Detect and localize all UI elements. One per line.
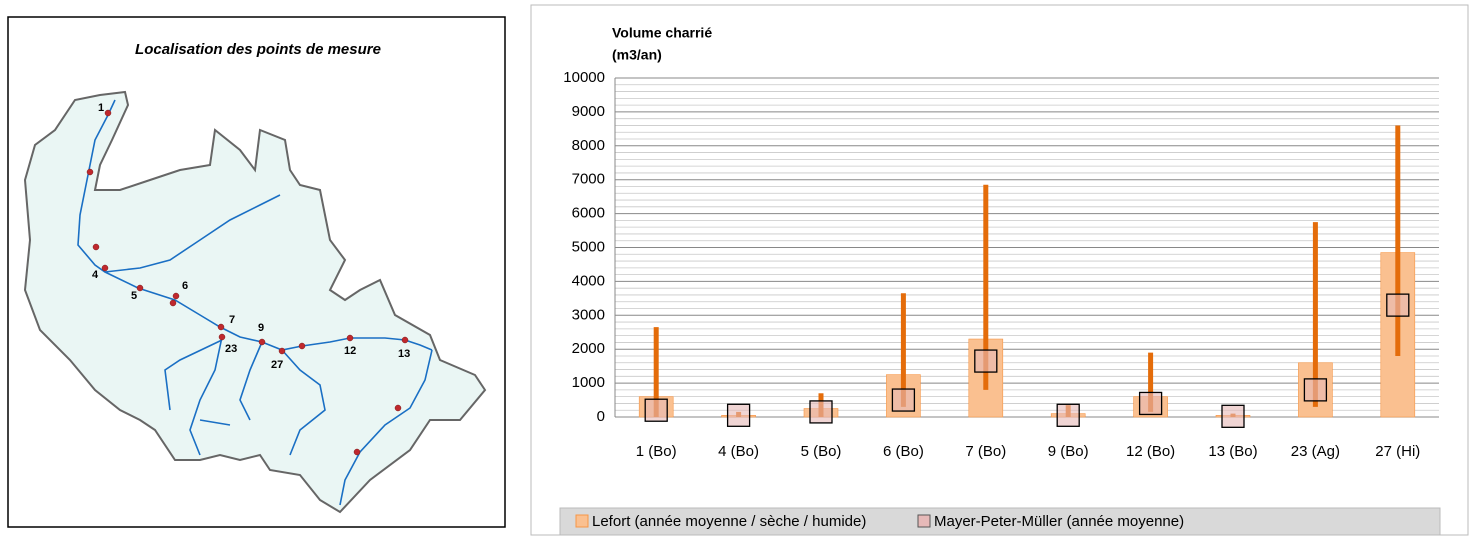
- y-tick-label: 6000: [572, 205, 605, 222]
- point-label: 13: [398, 348, 410, 360]
- x-tick-label: 9 (Bo): [1048, 443, 1089, 460]
- mpm-marker: [1138, 391, 1163, 416]
- x-tick-label: 27 (Hi): [1375, 443, 1420, 460]
- y-tick-label: 3000: [572, 306, 605, 323]
- basin-outline: [23, 90, 487, 514]
- point-label: 7: [229, 314, 235, 326]
- chart-frame: [530, 4, 1469, 536]
- legend-label: Lefort (année moyenne / sèche / humide): [592, 513, 866, 530]
- x-tick-label: 13 (Bo): [1208, 443, 1257, 460]
- mpm-marker: [1303, 378, 1328, 402]
- mpm-marker: [974, 349, 998, 373]
- point-label: 6: [182, 280, 188, 292]
- x-tick-label: 1 (Bo): [636, 443, 677, 460]
- point-label: 27: [271, 359, 283, 371]
- map-points: [86, 109, 409, 456]
- y-tick-label: 2000: [572, 340, 605, 357]
- point-label: 12: [344, 345, 356, 357]
- point-label: 1: [98, 102, 104, 114]
- mpm-marker: [1056, 403, 1080, 427]
- rivers: [77, 99, 433, 506]
- x-tick-label: 7 (Bo): [965, 443, 1006, 460]
- mpm-marker: [891, 388, 916, 412]
- y-tick-label: 9000: [572, 103, 605, 120]
- y-axis-label: Volume charrié: [612, 25, 712, 41]
- y-tick-label: 8000: [572, 137, 605, 154]
- y-tick-label: 0: [597, 408, 605, 425]
- point-label: 9: [258, 322, 264, 334]
- legend-label: Mayer-Peter-Müller (année moyenne): [934, 513, 1184, 530]
- point-label: 4: [92, 269, 99, 281]
- mpm-marker: [1221, 404, 1245, 428]
- x-tick-label: 12 (Bo): [1126, 443, 1175, 460]
- y-axis-label: (m3/an): [612, 47, 662, 63]
- map-point-labels: 1 4 5 6 7 9 23 27 12 13: [92, 102, 410, 371]
- mpm-marker: [726, 403, 751, 427]
- x-tick-label: 23 (Ag): [1291, 443, 1340, 460]
- legend-swatch: [575, 514, 589, 528]
- y-tick-label: 7000: [572, 171, 605, 188]
- y-tick-label: 5000: [572, 238, 605, 255]
- y-tick-label: 1000: [572, 374, 605, 391]
- map-title: Localisation des points de mesure: [135, 41, 381, 58]
- mpm-marker: [1386, 293, 1410, 317]
- mpm-marker: [809, 400, 833, 424]
- point-label: 23: [225, 343, 237, 355]
- mpm-marker: [644, 398, 668, 422]
- y-tick-label: 4000: [572, 272, 605, 289]
- x-tick-label: 6 (Bo): [883, 443, 924, 460]
- x-tick-label: 4 (Bo): [718, 443, 759, 460]
- x-tick-label: 5 (Bo): [801, 443, 842, 460]
- point-label: 5: [131, 290, 137, 302]
- y-tick-label: 10000: [563, 69, 605, 86]
- legend-swatch: [917, 514, 931, 528]
- legend: [559, 507, 1441, 536]
